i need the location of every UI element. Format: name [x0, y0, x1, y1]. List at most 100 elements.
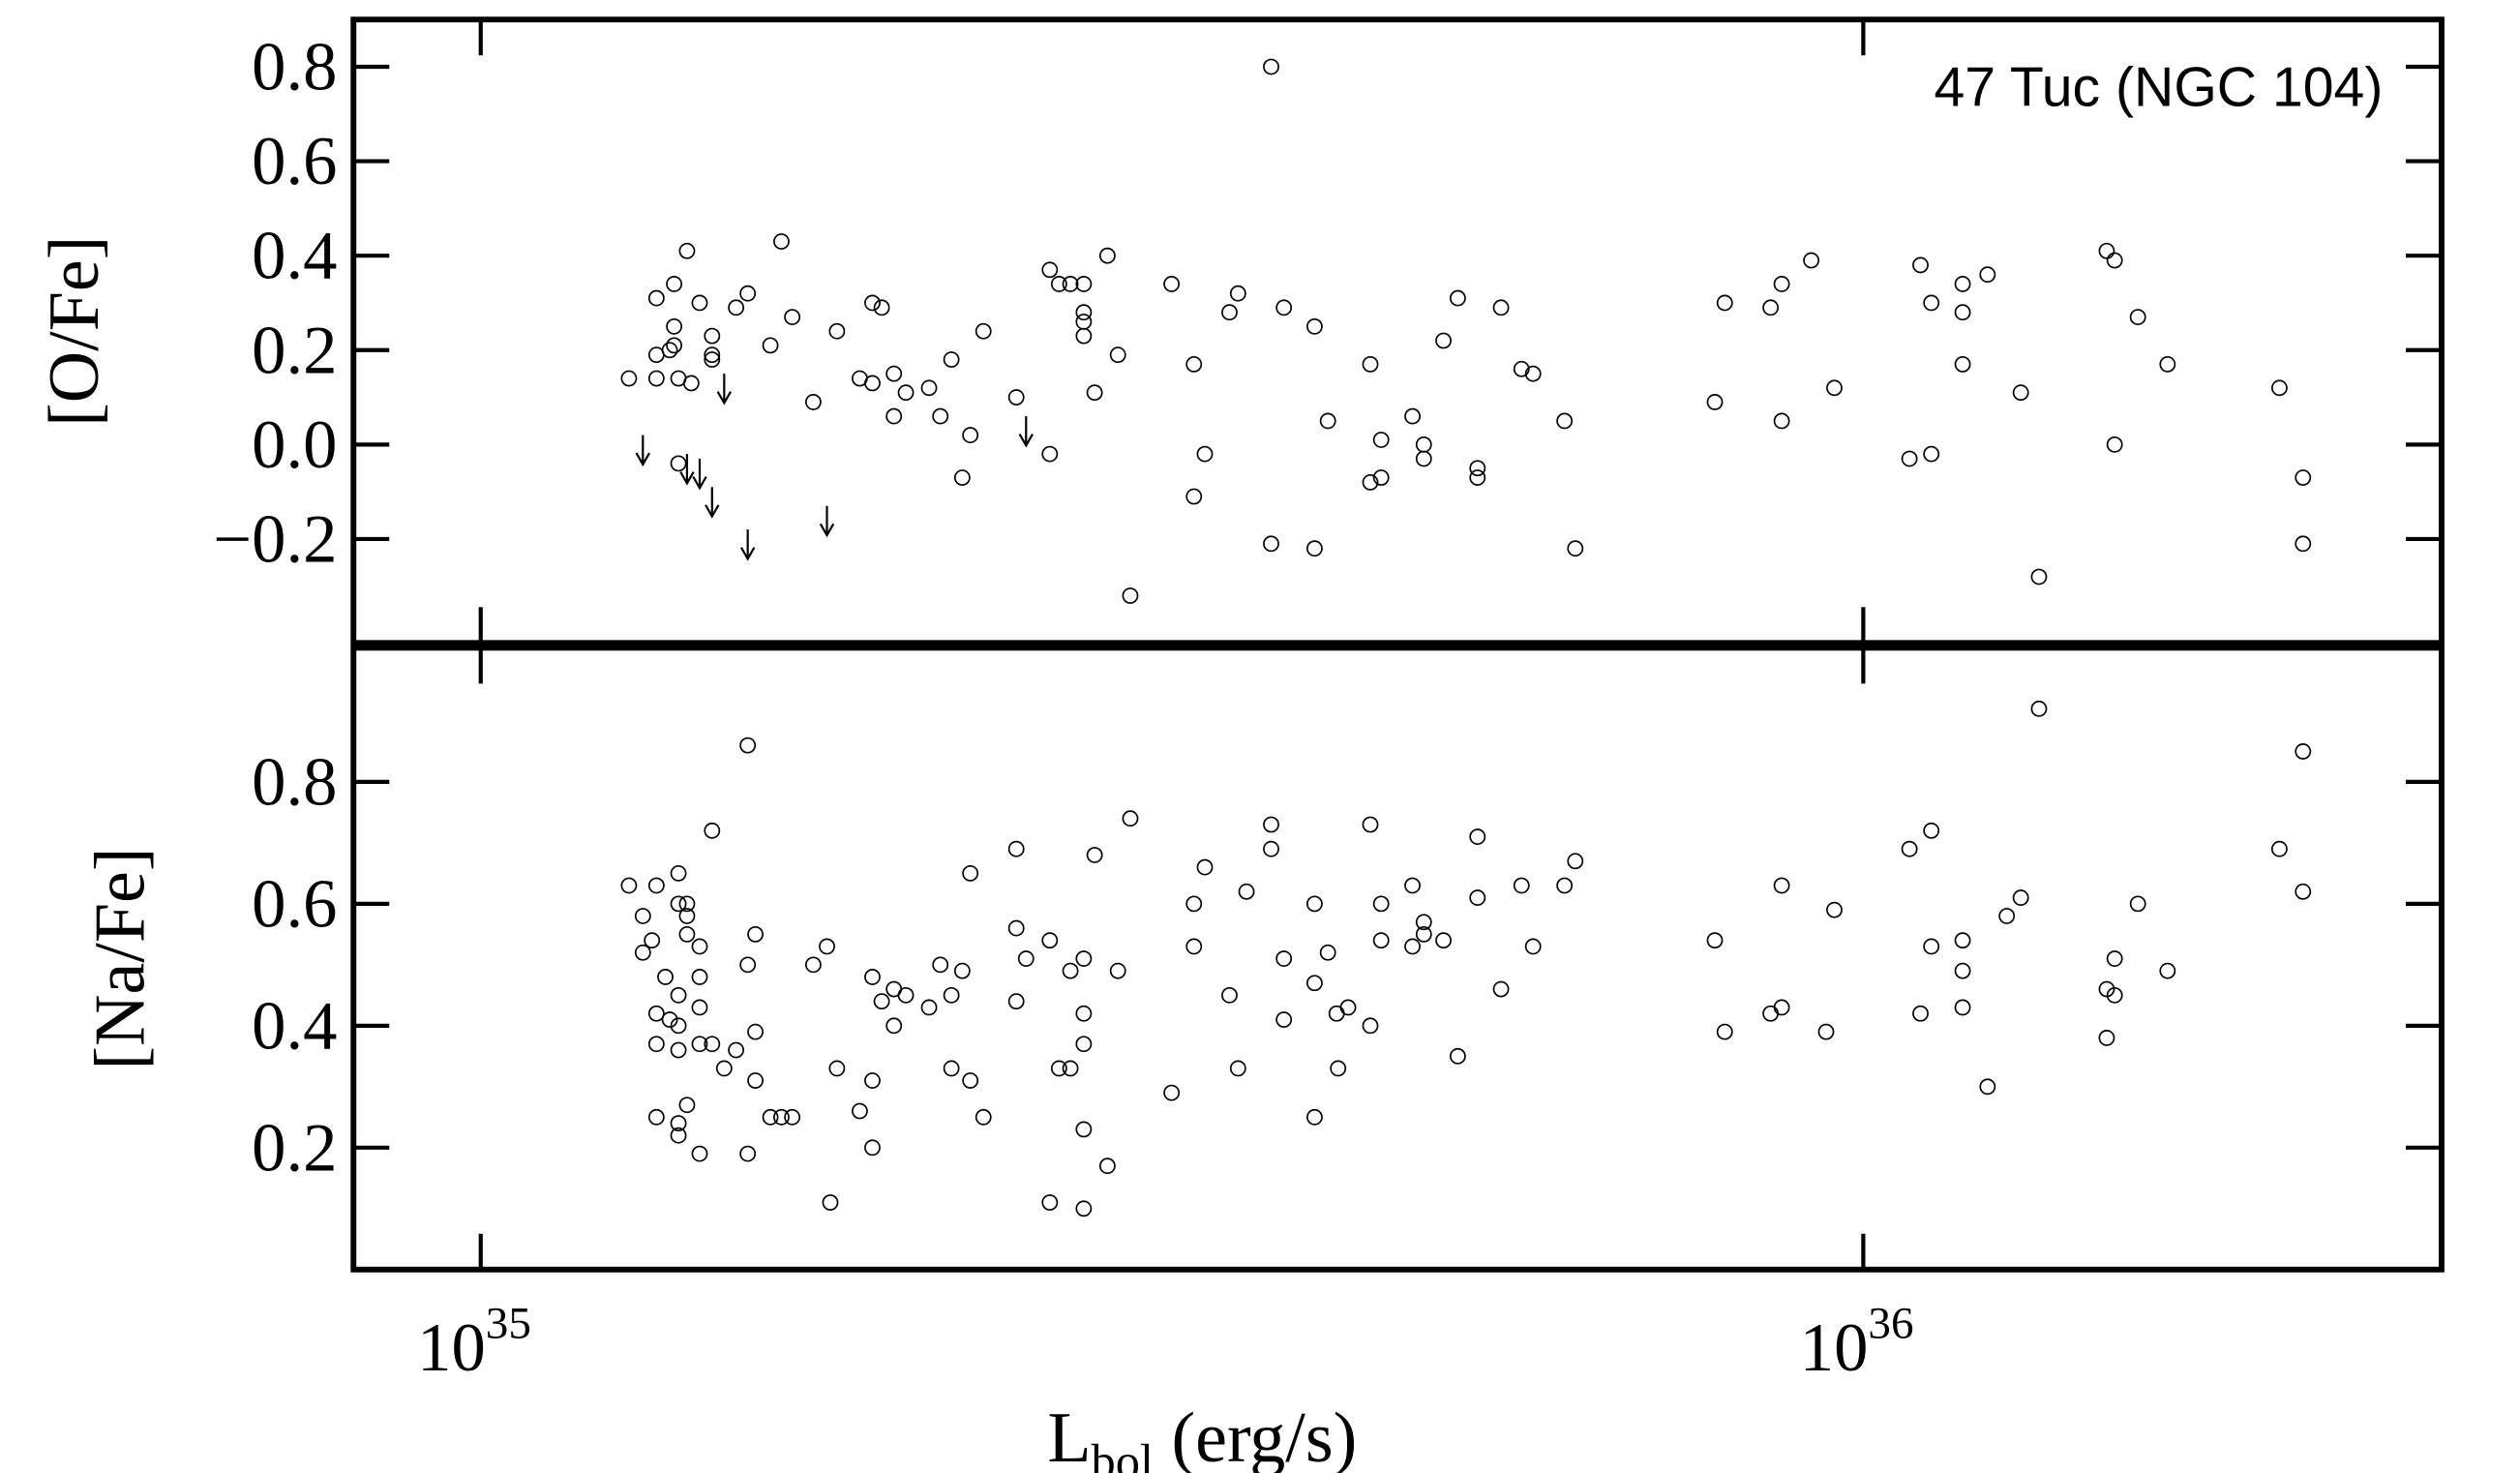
data-point [634, 908, 651, 924]
data-point [2271, 840, 2288, 857]
data-point [1221, 986, 1238, 1004]
data-point [773, 233, 790, 250]
data-point [670, 1017, 687, 1035]
data-point [1979, 266, 1996, 284]
data-point [1716, 1023, 1733, 1040]
data-point [852, 1102, 868, 1120]
data-point [1050, 1060, 1067, 1077]
data-point [1109, 962, 1126, 979]
data-point [1901, 450, 1918, 467]
data-point [2106, 986, 2123, 1004]
data-point [932, 956, 949, 974]
data-point [953, 962, 971, 979]
x-tick-base: 10 [417, 1310, 486, 1386]
y-tick-label: −0.2 [213, 501, 337, 577]
data-point [1075, 276, 1093, 292]
data-point [691, 294, 708, 312]
data-point [1901, 840, 1918, 857]
data-point [943, 1060, 960, 1077]
data-point [1362, 355, 1379, 373]
annotation: 47 Tuc (NGC 104) [1934, 56, 2383, 118]
data-point [885, 1017, 903, 1035]
data-point [2295, 469, 2312, 486]
data-point [670, 1115, 687, 1132]
upper-limit-arrow [635, 435, 650, 467]
data-point [1098, 1157, 1116, 1175]
data-point [1109, 346, 1126, 364]
data-point [1330, 1060, 1347, 1077]
data-point [962, 864, 979, 882]
data-point [943, 986, 960, 1004]
data-point [932, 407, 949, 425]
data-point [1339, 999, 1357, 1016]
data-point [1449, 289, 1466, 307]
data-point [873, 299, 890, 316]
data-point [1954, 932, 1971, 949]
data-point [2106, 950, 2123, 967]
data-point [920, 379, 938, 397]
data-point [739, 956, 757, 974]
data-point [1007, 919, 1025, 937]
data-point [670, 864, 687, 882]
data-point [1404, 407, 1421, 425]
y-axis-label: [Na/Fe] [80, 848, 160, 1070]
data-point [661, 342, 678, 359]
data-point [1306, 1108, 1323, 1126]
data-point [864, 969, 881, 985]
data-point [805, 956, 822, 974]
data-point [1923, 445, 1940, 463]
data-point [2098, 1030, 2115, 1046]
data-point [1007, 389, 1025, 406]
data-point [1372, 932, 1390, 949]
data-point [1954, 355, 1971, 373]
data-point [2106, 252, 2123, 269]
data-point [1524, 938, 1542, 955]
data-point [1362, 816, 1379, 833]
data-point [620, 370, 638, 387]
data-point [828, 322, 846, 340]
data-point [822, 1194, 839, 1211]
data-point [2295, 883, 2312, 900]
data-point [1041, 445, 1059, 463]
data-point [1319, 944, 1336, 961]
data-point [1306, 540, 1323, 557]
data-point [1041, 932, 1059, 949]
data-point [1469, 469, 1486, 486]
data-point [2271, 379, 2288, 397]
data-point [1185, 895, 1203, 913]
data-point [1263, 816, 1279, 833]
data-point [1716, 294, 1733, 312]
x-tick-exponent: 36 [1868, 1298, 1913, 1348]
data-point [1706, 932, 1724, 949]
data-point [784, 309, 801, 326]
data-point [620, 877, 638, 894]
data-point [1275, 1011, 1293, 1028]
data-point [704, 327, 721, 345]
data-point [1306, 975, 1323, 992]
x-axis-label: Lbol (erg/s) [1047, 1398, 1357, 1473]
data-point [1954, 962, 1971, 979]
data-point [828, 1060, 846, 1077]
data-point [1185, 355, 1203, 373]
data-point [678, 925, 696, 943]
data-point [1362, 473, 1379, 491]
upper-limit-arrow [692, 458, 707, 491]
data-point [666, 337, 683, 354]
data-point [1041, 261, 1059, 279]
data-point [1263, 535, 1279, 553]
data-point [715, 1060, 733, 1077]
data-point [1415, 914, 1432, 931]
data-point [1435, 332, 1452, 349]
data-point [1404, 938, 1421, 955]
data-point [885, 365, 903, 382]
data-point [1817, 1023, 1835, 1040]
data-point [1415, 436, 1432, 453]
data-point [1923, 294, 1940, 312]
data-point [1185, 488, 1203, 505]
data-point [1954, 276, 1971, 292]
data-point [1524, 365, 1542, 382]
data-point [975, 1108, 992, 1126]
data-point [1086, 384, 1103, 402]
data-point [2159, 962, 2176, 979]
data-point [1762, 299, 1780, 316]
